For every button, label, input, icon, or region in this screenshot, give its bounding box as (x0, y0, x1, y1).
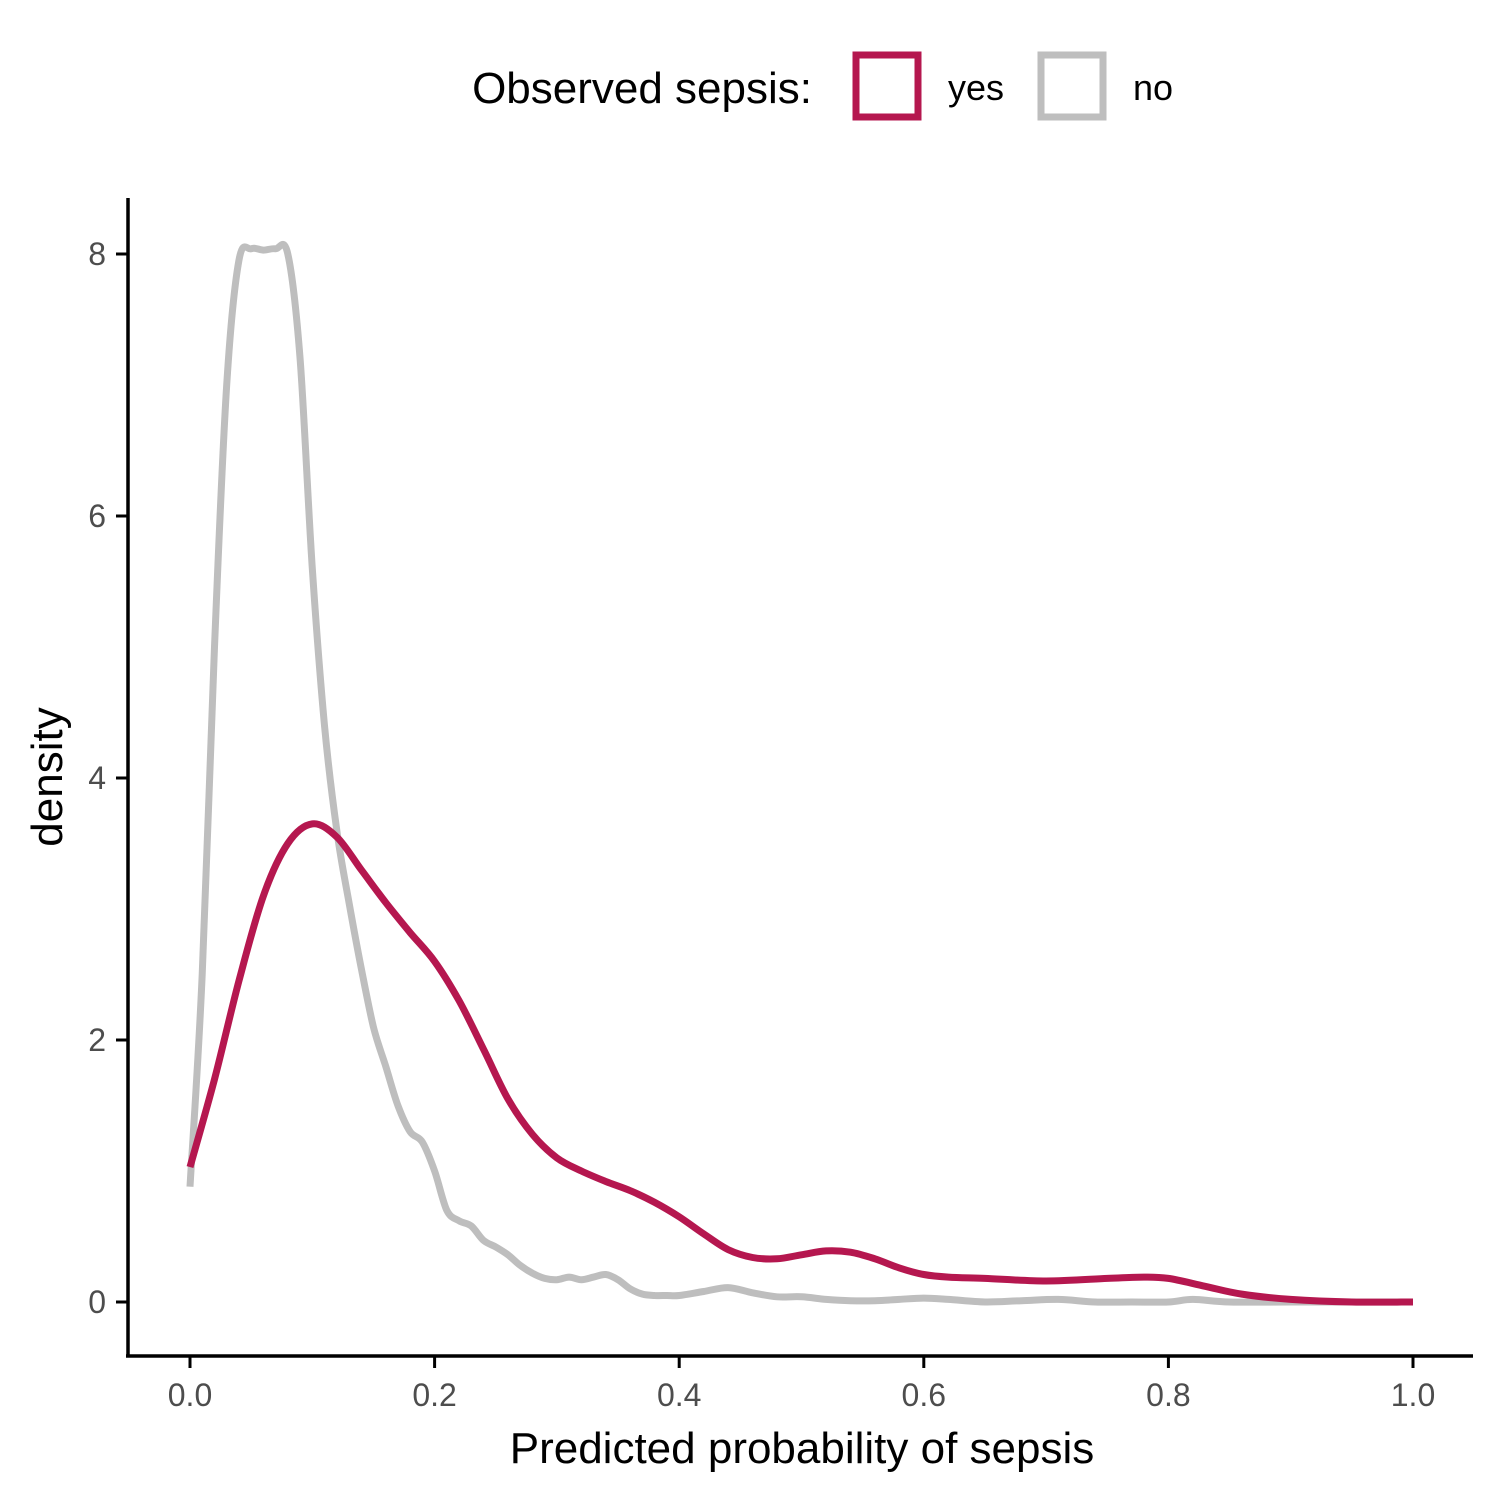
series-line-yes (186, 820, 1414, 1306)
x-tick-label: 1.0 (1391, 1377, 1435, 1413)
series-line-no (186, 240, 1413, 1306)
y-tick-label: 4 (88, 760, 106, 796)
legend-label-no: no (1133, 67, 1173, 108)
y-axis-title: density (23, 707, 72, 846)
x-tick-label: 0.6 (902, 1377, 946, 1413)
axes: 0.0 0.2 0.4 0.6 0.8 1.0 0 2 4 6 8 (88, 198, 1473, 1413)
legend-title: Observed sepsis: (472, 64, 812, 113)
legend-key-no (1037, 51, 1107, 121)
series-layer (186, 240, 1414, 1306)
x-tick-label: 0.8 (1146, 1377, 1190, 1413)
y-tick-label: 8 (88, 236, 106, 272)
y-tick-label: 2 (88, 1022, 106, 1058)
y-tick-label: 0 (88, 1284, 106, 1320)
legend: Observed sepsis: yes no (472, 51, 1173, 121)
legend-label-yes: yes (948, 67, 1004, 108)
legend-key-yes (852, 51, 922, 121)
x-tick-label: 0.0 (168, 1377, 212, 1413)
x-axis-title: Predicted probability of sepsis (510, 1424, 1095, 1473)
y-tick-label: 6 (88, 498, 106, 534)
x-tick-label: 0.2 (412, 1377, 456, 1413)
x-tick-label: 0.4 (657, 1377, 701, 1413)
